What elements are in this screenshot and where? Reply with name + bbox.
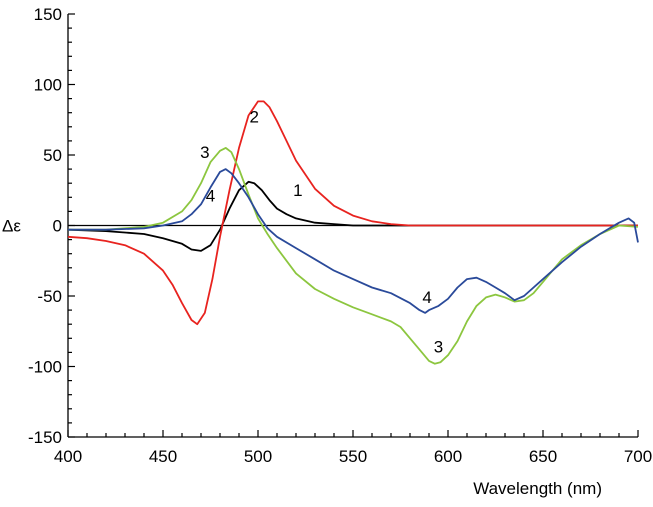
y-tick-label: -150 <box>28 428 62 447</box>
x-tick-label: 450 <box>149 447 177 466</box>
y-tick-label: -100 <box>28 358 62 377</box>
curve-label-4: 4 <box>206 187 215 206</box>
x-axis-title: Wavelength (nm) <box>473 479 602 498</box>
series-layer <box>67 100 639 365</box>
x-tick-label: 500 <box>244 447 272 466</box>
y-tick-label: 50 <box>43 146 62 165</box>
series-line-2 <box>67 100 638 326</box>
series-line-1 <box>67 180 638 252</box>
curve-label-2: 2 <box>249 108 258 127</box>
y-axis-title: Δε <box>2 217 21 236</box>
y-tick-label: 150 <box>34 5 62 24</box>
y-tick-label: -50 <box>37 287 62 306</box>
y-tick-label: 0 <box>53 217 62 236</box>
x-tick-label: 400 <box>54 447 82 466</box>
y-tick-label: 100 <box>34 76 62 95</box>
axes-layer: -150 -100 -50 0 50 100 150 400 450 500 550 600 650 70… <box>28 5 652 466</box>
x-tick-label: 550 <box>339 447 367 466</box>
curve-label-4: 4 <box>422 288 431 307</box>
series-line-3 <box>68 147 639 365</box>
curve-label-1: 1 <box>293 181 302 200</box>
series-line-4 <box>68 168 639 314</box>
curve-label-3: 3 <box>434 337 443 356</box>
x-tick-label: 600 <box>434 447 462 466</box>
x-tick-label: 650 <box>529 447 557 466</box>
x-tick-label: 700 <box>624 447 652 466</box>
annotations-layer: 1 2 3 4 4 3 <box>200 108 443 357</box>
curve-label-3: 3 <box>200 143 209 162</box>
